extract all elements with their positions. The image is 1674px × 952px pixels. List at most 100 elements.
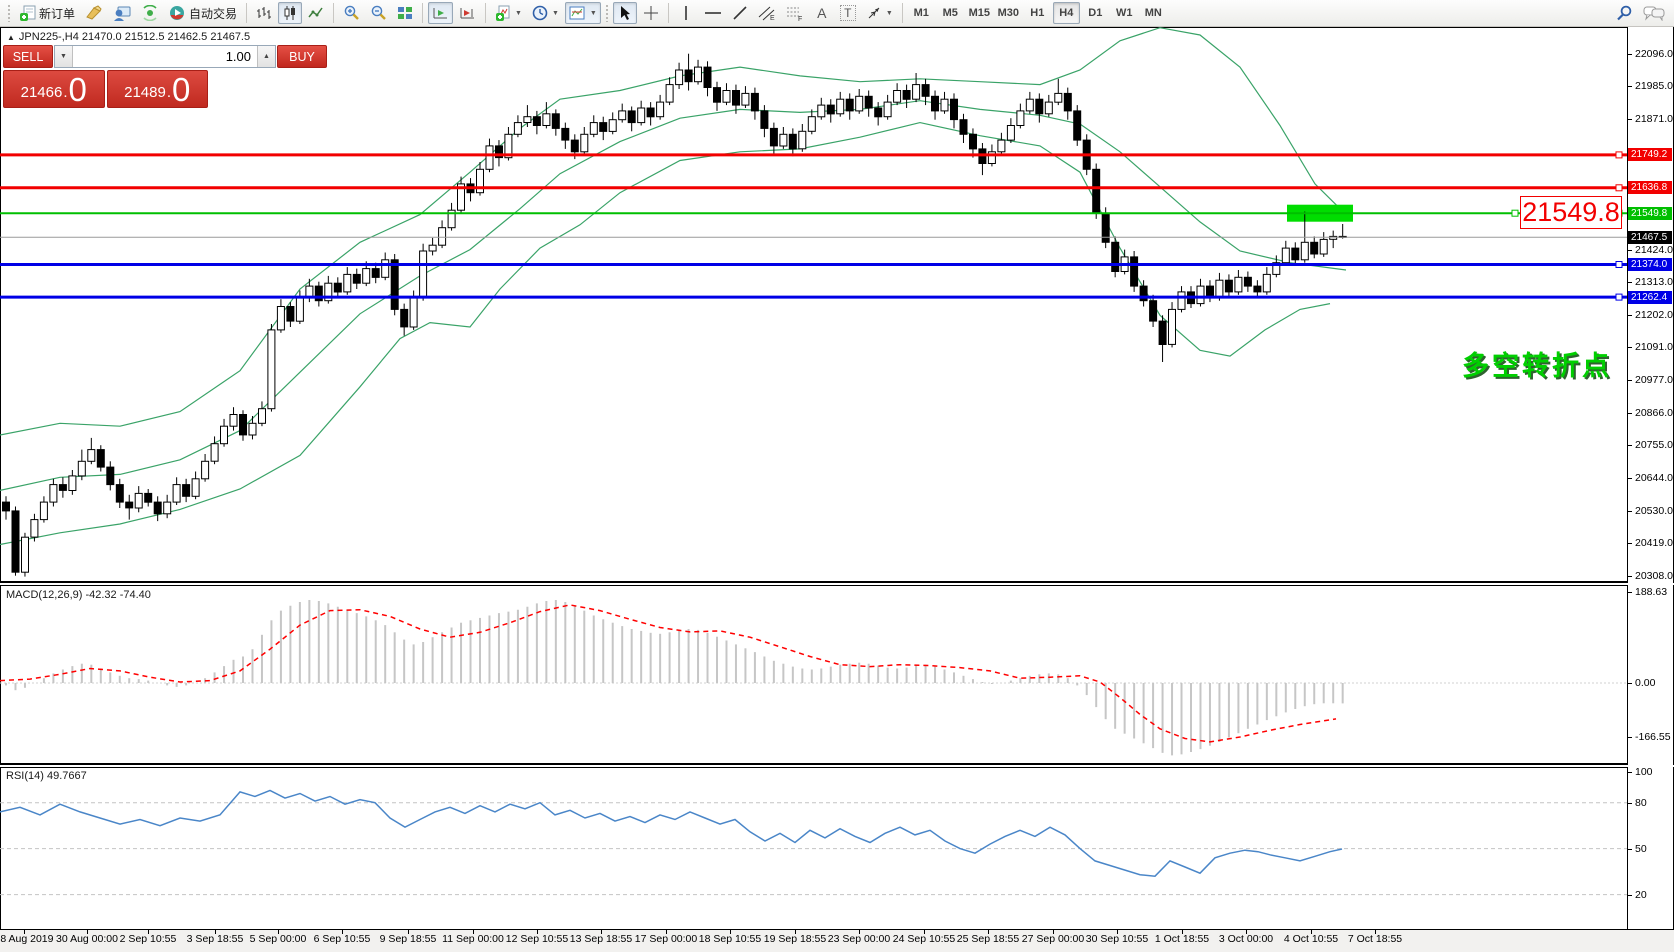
user-terminal-button[interactable]: [109, 2, 135, 24]
bar-chart-mode-button[interactable]: [252, 2, 276, 24]
price-tick-label: 21313.0: [1635, 276, 1673, 289]
crosshair-tool-button[interactable]: [639, 2, 663, 24]
cursor-tool-button[interactable]: [612, 2, 637, 24]
time-tick: [1375, 930, 1376, 934]
buy-button[interactable]: BUY: [277, 45, 327, 68]
price-tick-label: 22096.0: [1635, 47, 1673, 60]
new-order-label: 新订单: [39, 6, 76, 21]
candle-chart-mode-button[interactable]: [278, 2, 303, 24]
arrows-tool-button[interactable]: ▼: [862, 2, 897, 24]
timeframe-button-m1[interactable]: M1: [913, 7, 929, 19]
collapse-panel-icon[interactable]: ▲: [7, 33, 15, 42]
line-chart-mode-button[interactable]: [304, 2, 328, 24]
time-axis-strip[interactable]: [0, 930, 1674, 949]
toolbar-grip[interactable]: [604, 4, 609, 22]
time-axis-separator: [0, 929, 1674, 930]
candles[interactable]: [2, 53, 1347, 577]
chat-button[interactable]: [1639, 2, 1669, 24]
timeframe-button-w1[interactable]: W1: [1116, 7, 1133, 19]
toolbar-grip[interactable]: [7, 4, 11, 22]
text-label-tool-button[interactable]: T: [836, 2, 860, 24]
time-axis-label: 17 Sep 00:00: [634, 933, 698, 945]
text-tool-button[interactable]: A: [810, 2, 834, 24]
fibonacci-tool-button[interactable]: F: [782, 2, 808, 24]
volume-increase-button[interactable]: ▲: [257, 46, 275, 67]
user-terminal-icon: [114, 6, 131, 21]
periods-button[interactable]: ▼: [528, 2, 563, 24]
text-label-icon: T: [840, 5, 856, 21]
macd-pane-separator[interactable]: [0, 581, 1674, 586]
price-tick-label: 21424.0: [1635, 243, 1673, 256]
timeframe-button-mn[interactable]: MN: [1144, 7, 1162, 19]
channel-tool-button[interactable]: E: [754, 2, 780, 24]
time-tick: [342, 930, 343, 934]
add-indicator-button[interactable]: ▼: [491, 2, 526, 24]
volume-input[interactable]: [73, 46, 257, 67]
rsi-tick: [1628, 895, 1632, 896]
callout-anchor-handle[interactable]: [1511, 209, 1519, 217]
macd-tick: [1628, 592, 1632, 593]
rsi-tick-label: 20: [1635, 889, 1647, 901]
sell-price-box[interactable]: 21466. 0: [3, 70, 105, 108]
price-line-label: 21749.2: [1628, 148, 1672, 162]
timeframe-button-h4[interactable]: H4: [1052, 2, 1080, 24]
price-tick: [1628, 543, 1632, 545]
current-price-label: 21467.5: [1628, 230, 1672, 244]
time-tick: [795, 930, 796, 934]
text-tool-icon: A: [817, 5, 827, 21]
timeframe-button-h1[interactable]: H1: [1030, 7, 1045, 19]
time-axis[interactable]: 28 Aug 2019 30 Aug 00:00 2 Sep 10:55 3 Sep …: [0, 930, 1627, 949]
vline-tool-button[interactable]: [674, 2, 698, 24]
bar-chart-icon: [257, 7, 272, 19]
timeframe-button-m15[interactable]: M15: [968, 7, 990, 19]
time-axis-label: 18 Sep 10:55: [698, 933, 762, 945]
price-tick: [1628, 380, 1632, 382]
time-tick: [24, 930, 25, 934]
timeframe-button-m30[interactable]: M30: [997, 7, 1019, 19]
buy-price-box[interactable]: 21489. 0: [106, 70, 208, 108]
bollinger-middle-band[interactable]: [0, 100, 1347, 491]
time-axis-label: 6 Sep 10:55: [313, 933, 371, 945]
auto-trading-button[interactable]: 自动交易: [165, 2, 241, 24]
price-axis[interactable]: 22096.0 21985.0 21871.0 21424.0 21313.0 21202…: [1628, 27, 1673, 929]
tile-windows-button[interactable]: [393, 2, 417, 24]
price-tick-label: 20530.0: [1635, 504, 1673, 517]
fibonacci-icon: F: [786, 7, 802, 21]
time-tick: [473, 930, 474, 934]
trendline-tool-button[interactable]: [728, 2, 752, 24]
line-handle[interactable]: [1615, 151, 1623, 159]
search-button[interactable]: [1612, 2, 1637, 24]
templates-button[interactable]: ▼: [564, 2, 601, 24]
hline-tool-button[interactable]: [700, 2, 726, 24]
rsi-pane-separator[interactable]: [0, 763, 1674, 768]
symbol-info: ▲ JPN225-,H4 21470.0 21512.5 21462.5 2146…: [7, 31, 250, 43]
toolbar-separator: [246, 3, 248, 23]
timeframe-switcher: M1 M5 M15 M30 H1 H4 D1 W1 MN: [907, 2, 1168, 24]
time-axis-label: 23 Sep 00:00: [827, 933, 891, 945]
chart-shift-button[interactable]: [455, 2, 480, 24]
price-tick: [1628, 412, 1632, 414]
line-handle[interactable]: [1615, 261, 1623, 268]
zoom-in-button[interactable]: [339, 2, 364, 24]
price-callout-box[interactable]: 21549.8: [1520, 196, 1622, 229]
time-axis-label: 28 Aug 2019: [0, 933, 54, 945]
line-handle[interactable]: [1615, 184, 1623, 192]
auto-scroll-button[interactable]: [428, 2, 454, 24]
zoom-out-button[interactable]: [366, 2, 391, 24]
signal-button[interactable]: [137, 2, 163, 24]
turning-point-annotation[interactable]: 多空转折点: [1462, 351, 1612, 381]
volume-decrease-button[interactable]: ▼: [55, 46, 73, 67]
new-order-button[interactable]: 新订单: [15, 2, 79, 24]
macd-tick: [1628, 737, 1632, 738]
timeframe-button-d1[interactable]: D1: [1088, 7, 1103, 19]
rsi-line: [0, 789, 1343, 877]
chisel-button[interactable]: [81, 2, 107, 24]
sell-button[interactable]: SELL: [3, 45, 53, 68]
timeframe-button-m5[interactable]: M5: [942, 7, 958, 19]
time-axis-label: 19 Sep 18:55: [763, 933, 827, 945]
bollinger-upper-band[interactable]: [0, 27, 1347, 436]
rsi-tick: [1628, 803, 1632, 804]
line-handle[interactable]: [1615, 293, 1623, 301]
